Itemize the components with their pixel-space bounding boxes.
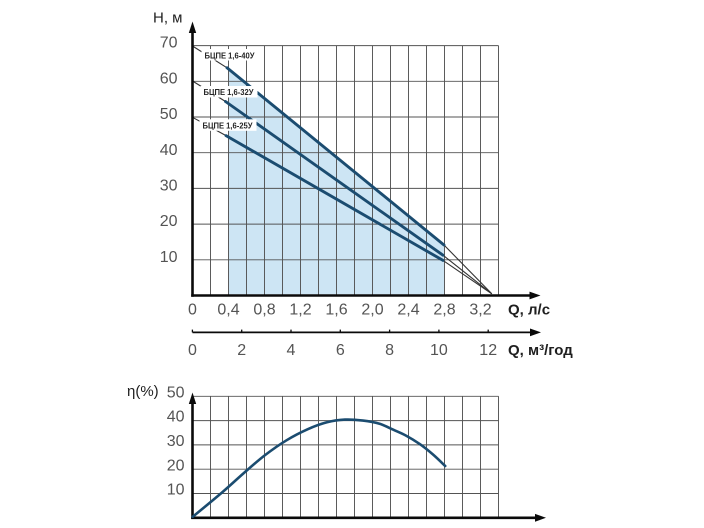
svg-text:60: 60 xyxy=(160,70,178,87)
svg-text:Q, м³/год: Q, м³/год xyxy=(508,342,573,359)
svg-text:0: 0 xyxy=(188,342,197,359)
svg-text:3,2: 3,2 xyxy=(469,301,491,318)
svg-text:40: 40 xyxy=(167,409,185,426)
svg-text:0,4: 0,4 xyxy=(217,301,239,318)
svg-text:10: 10 xyxy=(167,482,185,499)
svg-text:η(%): η(%) xyxy=(127,383,159,400)
svg-text:1,6: 1,6 xyxy=(325,301,347,318)
svg-text:30: 30 xyxy=(167,433,185,450)
svg-text:Q, л/с: Q, л/с xyxy=(508,301,550,318)
svg-text:БЦПЕ 1,6-25У: БЦПЕ 1,6-25У xyxy=(203,121,254,131)
svg-text:0,8: 0,8 xyxy=(253,301,275,318)
svg-text:50: 50 xyxy=(167,384,185,401)
svg-text:2: 2 xyxy=(237,342,246,359)
svg-text:40: 40 xyxy=(160,142,178,159)
svg-text:4: 4 xyxy=(287,342,296,359)
svg-text:10: 10 xyxy=(160,249,178,266)
svg-text:50: 50 xyxy=(160,106,178,123)
svg-text:8: 8 xyxy=(385,342,394,359)
svg-text:2,8: 2,8 xyxy=(433,301,455,318)
svg-text:1,2: 1,2 xyxy=(289,301,311,318)
svg-text:6: 6 xyxy=(336,342,345,359)
svg-text:Н, м: Н, м xyxy=(153,9,182,26)
svg-text:БЦПЕ 1,6-40У: БЦПЕ 1,6-40У xyxy=(205,50,256,60)
svg-text:10: 10 xyxy=(430,342,448,359)
svg-text:12: 12 xyxy=(479,342,497,359)
svg-text:70: 70 xyxy=(160,35,178,52)
svg-text:20: 20 xyxy=(160,213,178,230)
svg-text:2,4: 2,4 xyxy=(397,301,419,318)
svg-text:0: 0 xyxy=(188,301,197,318)
svg-text:2,0: 2,0 xyxy=(361,301,383,318)
svg-text:30: 30 xyxy=(160,178,178,195)
svg-text:БЦПЕ 1,6-32У: БЦПЕ 1,6-32У xyxy=(204,87,255,97)
svg-text:20: 20 xyxy=(167,457,185,474)
